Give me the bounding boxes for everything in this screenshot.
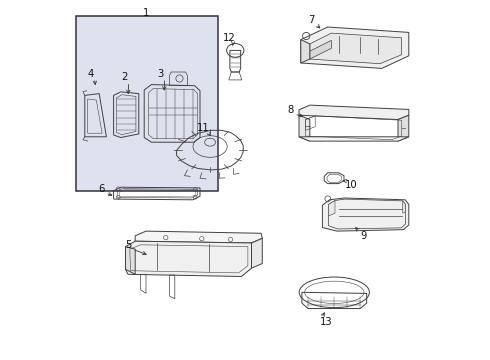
Polygon shape: [135, 231, 262, 243]
Polygon shape: [251, 238, 262, 268]
Polygon shape: [398, 115, 409, 141]
Polygon shape: [301, 40, 310, 63]
Text: 10: 10: [345, 180, 358, 190]
Polygon shape: [299, 105, 409, 120]
Polygon shape: [301, 27, 409, 68]
Text: 1: 1: [143, 8, 149, 18]
Text: 9: 9: [361, 231, 367, 241]
Polygon shape: [403, 201, 406, 213]
Polygon shape: [299, 137, 409, 141]
Text: 6: 6: [98, 184, 104, 194]
Polygon shape: [310, 40, 331, 59]
Text: 8: 8: [287, 105, 293, 115]
Polygon shape: [299, 115, 310, 141]
Text: 2: 2: [121, 72, 127, 82]
Text: 11: 11: [197, 123, 210, 133]
Text: 13: 13: [319, 317, 332, 327]
Polygon shape: [125, 241, 251, 276]
Polygon shape: [322, 198, 409, 231]
Text: 7: 7: [308, 15, 315, 25]
Text: 4: 4: [87, 69, 93, 79]
Polygon shape: [328, 201, 335, 216]
Text: 5: 5: [125, 240, 131, 250]
Polygon shape: [310, 33, 402, 64]
Text: 12: 12: [222, 33, 235, 43]
Polygon shape: [125, 247, 135, 274]
FancyBboxPatch shape: [76, 16, 218, 191]
Text: 3: 3: [157, 69, 164, 79]
